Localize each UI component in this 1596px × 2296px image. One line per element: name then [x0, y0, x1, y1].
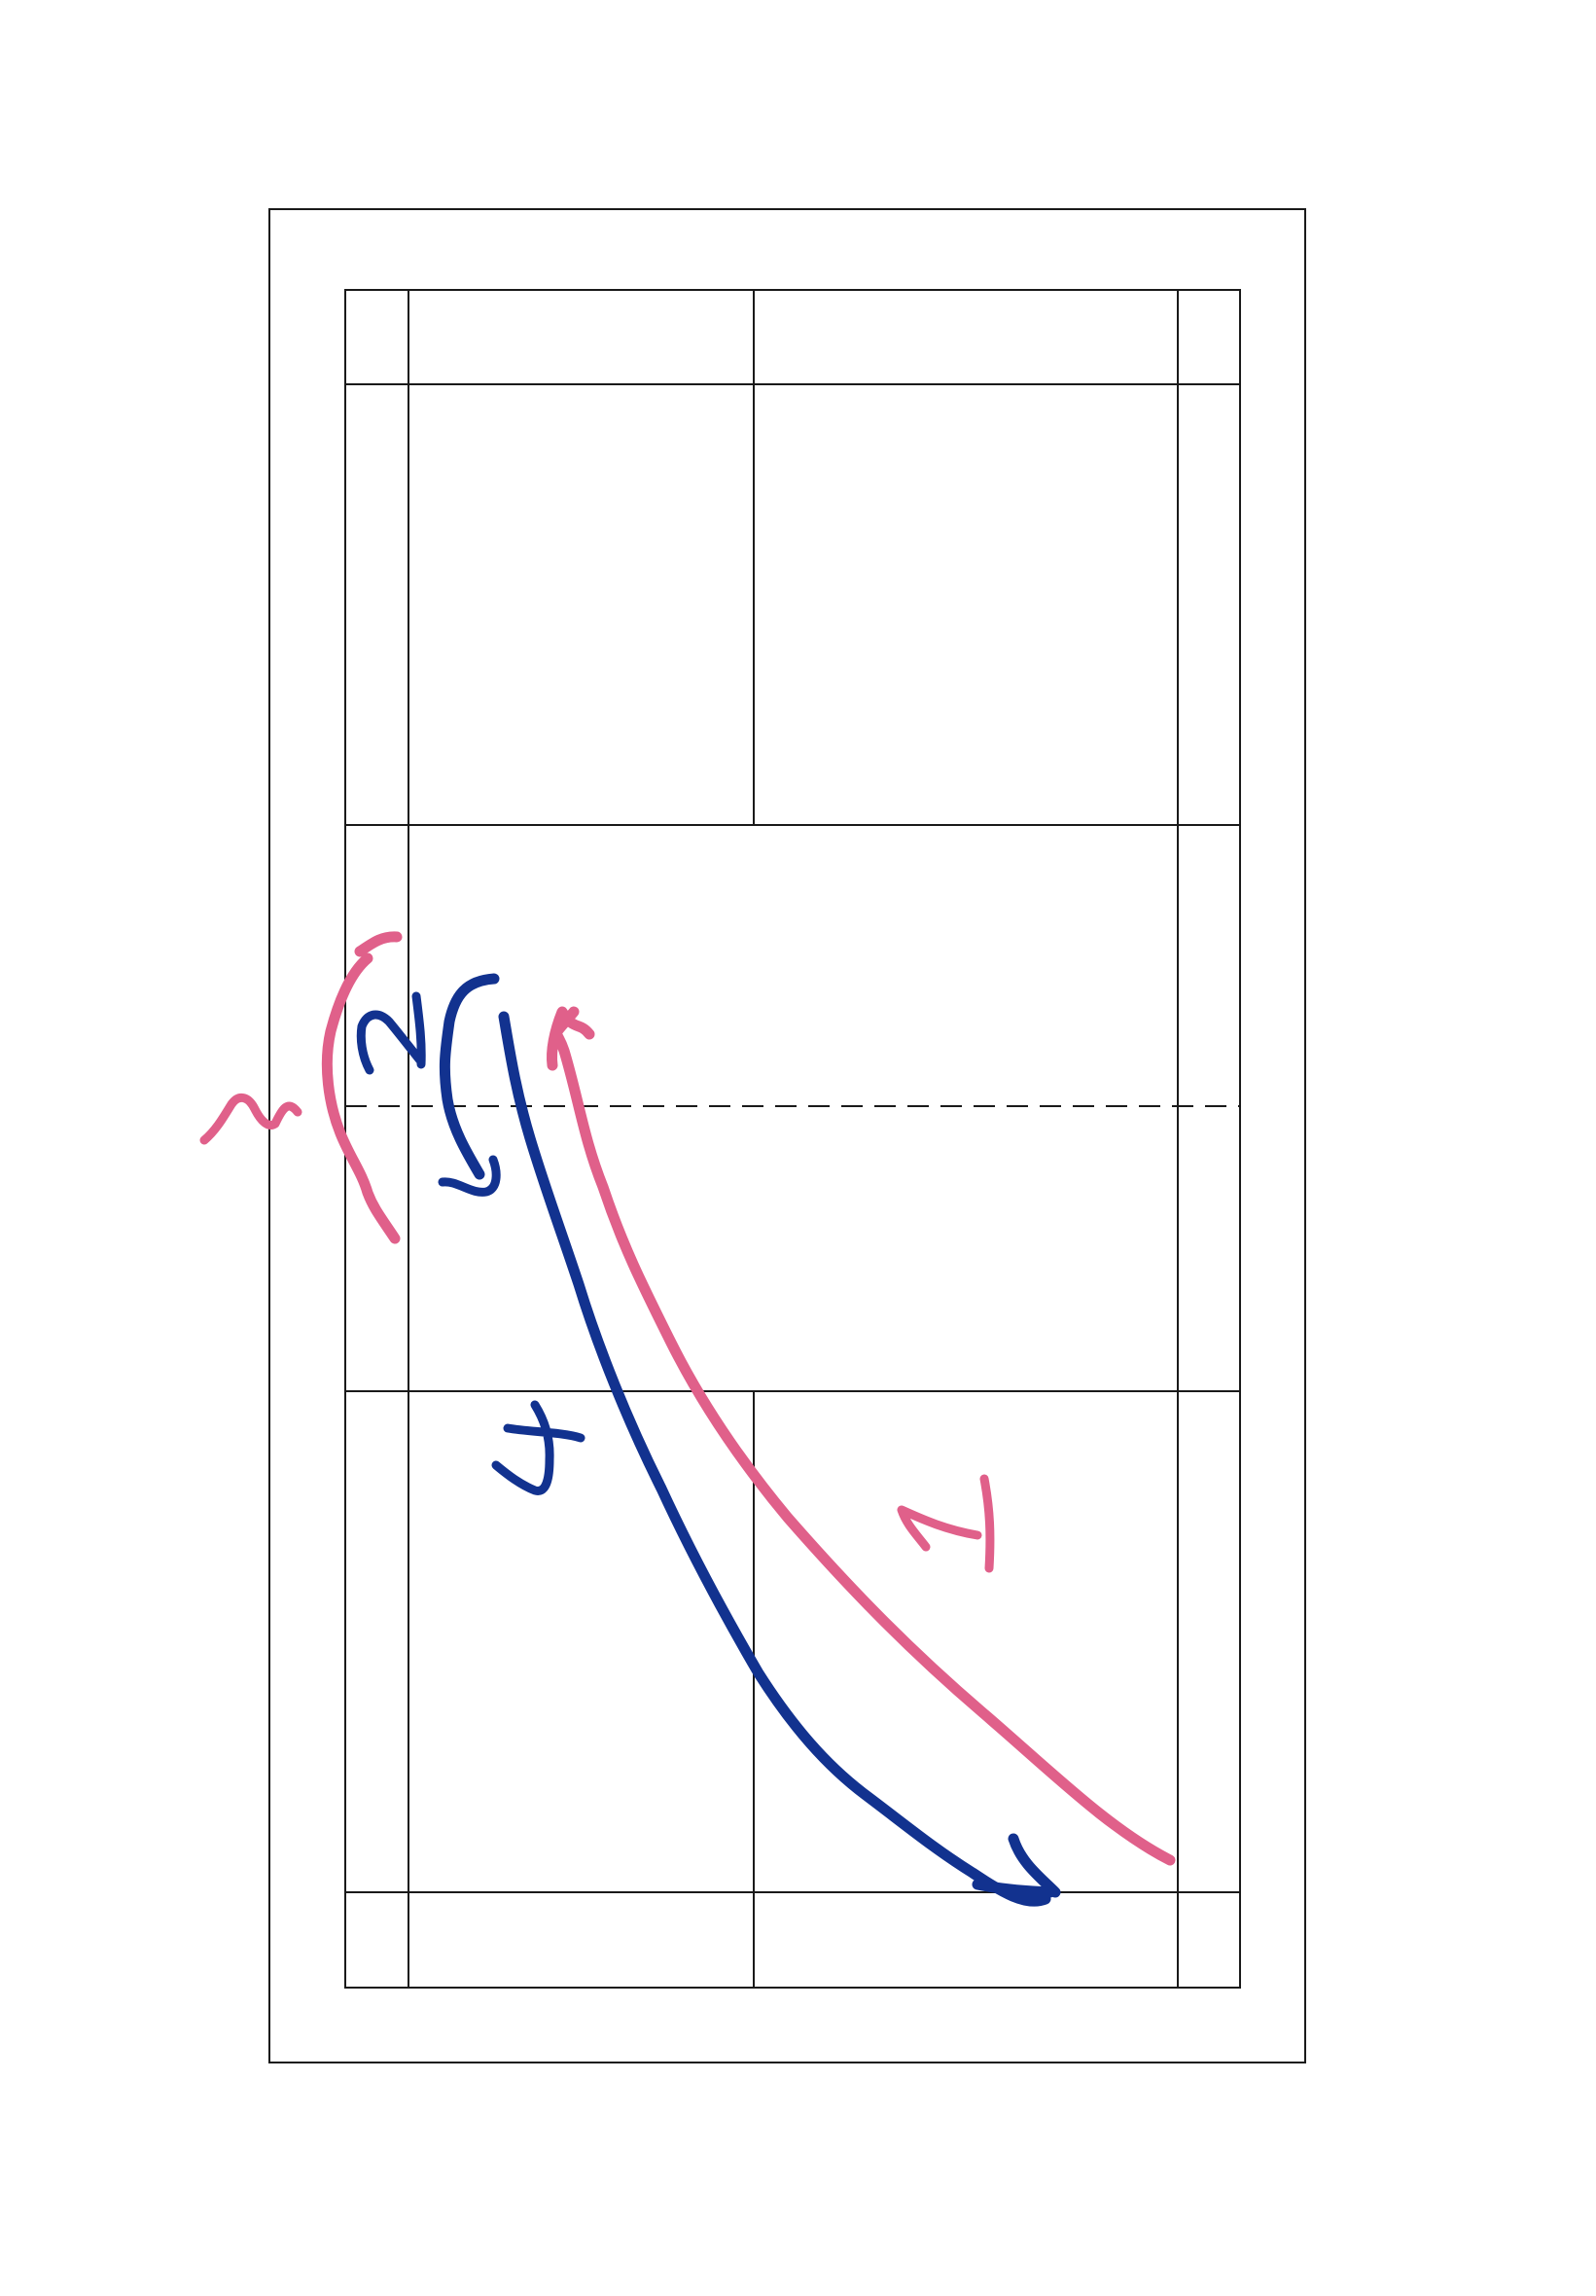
blue-shot-4-arrowhead: [972, 1833, 1061, 1898]
blue-shot-4-arrow: [498, 1011, 1051, 1907]
blue-label-2-icon: [356, 991, 426, 1075]
court-boundary: [344, 289, 1241, 1989]
pink-shot-3-arrowhead: [354, 931, 403, 957]
outer-boundary: [268, 208, 1306, 2063]
blue-label-2b-icon: [438, 1155, 501, 1197]
blue-label-4-icon: [491, 1400, 585, 1495]
pink-shot-3-arrow: [321, 952, 401, 1244]
pink-label-3-icon: [199, 1093, 302, 1145]
pink-shot-1-arrow: [551, 1006, 1176, 1866]
blue-shot-2-arrow: [439, 973, 500, 1180]
pink-shot-1-arrowhead: [547, 1006, 595, 1071]
pink-label-1-icon: [897, 1474, 995, 1573]
